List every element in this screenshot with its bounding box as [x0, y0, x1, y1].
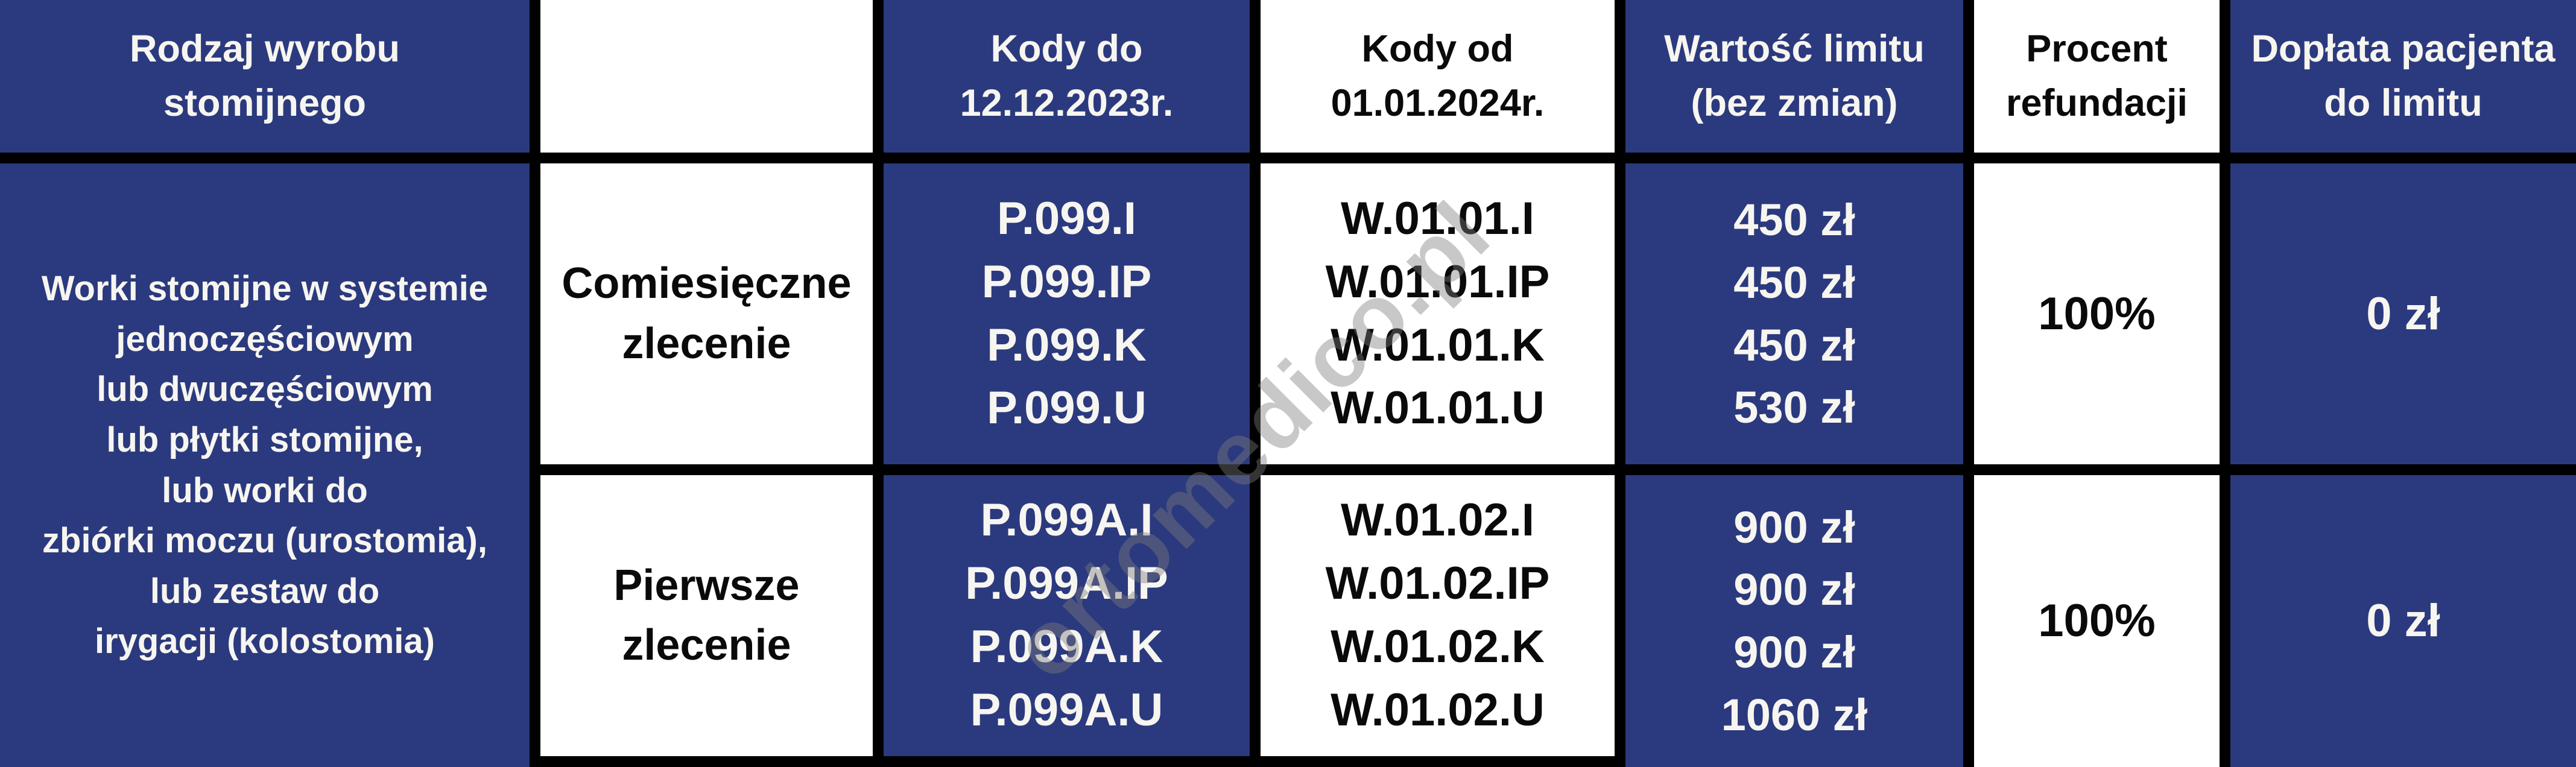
cell-row1-order-type: Comiesięczne zlecenie — [540, 163, 873, 464]
header-cell-limit-value: Wartość limitu (bez zmian) — [1625, 0, 1963, 153]
cell-product-description: Worki stomijne w systemie jednoczęściowy… — [0, 163, 530, 767]
header-cell-refund-percent: Procent refundacji — [1974, 0, 2220, 153]
cell-row1-codes-old: P.099.I P.099.IP P.099.K P.099.U — [884, 163, 1250, 464]
header-cell-codes-until: Kody do 12.12.2023r. — [884, 0, 1250, 153]
cell-row2-limit-values: 900 zł 900 zł 900 zł 1060 zł — [1625, 475, 1963, 767]
cell-row2-refund-percent: 100% — [1974, 475, 2220, 767]
header-cell-patient-copay: Dopłata pacjenta do limitu — [2230, 0, 2576, 153]
cell-row2-order-type: Pierwsze zlecenie — [540, 475, 873, 756]
cell-row1-patient-copay: 0 zł — [2230, 163, 2576, 464]
cell-row1-limit-values: 450 zł 450 zł 450 zł 530 zł — [1625, 163, 1963, 464]
cell-row2-patient-copay: 0 zł — [2230, 475, 2576, 767]
cell-row2-codes-new: W.01.02.I W.01.02.IP W.01.02.K W.01.02.U — [1261, 475, 1615, 756]
cell-row1-codes-new: W.01.01.I W.01.01.IP W.01.01.K W.01.01.U — [1261, 163, 1615, 464]
header-cell-codes-from: Kody od 01.01.2024r. — [1261, 0, 1615, 153]
cell-row1-refund-percent: 100% — [1974, 163, 2220, 464]
header-cell-order-type-empty — [540, 0, 873, 153]
header-cell-product-type: Rodzaj wyrobu stomijnego — [0, 0, 530, 153]
cell-row2-codes-old: P.099A.I P.099A.IP P.099A.K P.099A.U — [884, 475, 1250, 756]
